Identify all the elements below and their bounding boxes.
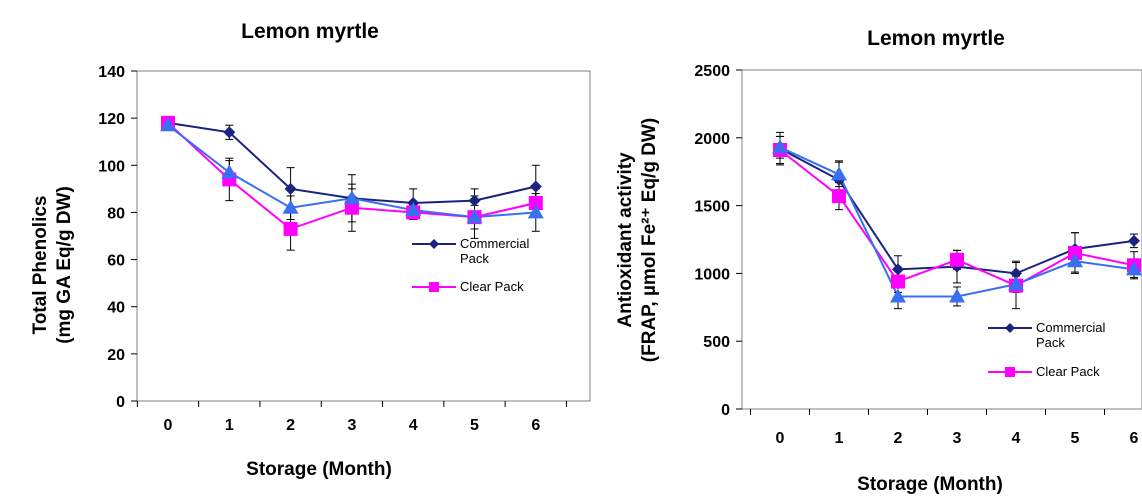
data-point-square <box>832 189 846 204</box>
y-tick-label: 120 <box>98 111 125 128</box>
legend: Commercial Pack Clear Pack <box>412 236 529 294</box>
x-tick-label: 2 <box>894 430 903 447</box>
legend-label-commercial-1: Commercial <box>460 236 529 251</box>
data-point-triangle <box>831 166 847 181</box>
x-tick-label: 4 <box>409 417 418 434</box>
legend: Commercial Pack Clear Pack <box>988 320 1105 379</box>
x-tick-label: 6 <box>531 417 540 434</box>
data-point-square <box>891 274 905 289</box>
y-axis-label-line-1: Antioxidant activity <box>615 152 636 328</box>
x-axis-label: Storage (Month) <box>246 459 392 480</box>
data-point-triangle <box>221 164 238 179</box>
x-tick-label: 0 <box>164 417 173 434</box>
x-tick-label: 5 <box>1071 430 1080 447</box>
legend-marker-diamond <box>429 239 439 249</box>
data-point-diamond <box>223 126 236 139</box>
y-axis-label-line-1: Total Phenolics <box>30 195 51 334</box>
data-point-diamond <box>892 263 904 276</box>
data-point-triangle <box>343 190 360 205</box>
data-point-diamond <box>284 182 297 195</box>
y-tick-label: 40 <box>107 300 125 317</box>
data-point-diamond <box>1128 234 1140 247</box>
y-tick-label: 1500 <box>694 199 730 216</box>
y-tick-label: 60 <box>107 253 125 270</box>
y-tick-label: 0 <box>721 402 730 419</box>
chart-phenolics: Lemon myrtle Total Phenolics (mg GA Eq/g… <box>30 20 591 480</box>
plot-frame <box>741 69 1142 410</box>
legend-label-commercial-2: Pack <box>1036 335 1065 350</box>
data-point-triangle <box>1067 253 1083 268</box>
data-point-diamond <box>1010 267 1022 280</box>
data-point-triangle <box>466 209 483 224</box>
y-tick-label: 0 <box>116 394 125 411</box>
data-point-triangle <box>282 199 299 214</box>
y-tick-label: 2500 <box>694 63 730 80</box>
data-point-triangle <box>772 139 788 154</box>
data-point-triangle <box>890 288 906 303</box>
x-tick-label: 3 <box>953 430 962 447</box>
plot-area: 0 500 1000 1500 2000 2500 0 1 2 3 4 5 6 <box>694 63 1142 447</box>
y-tick-label: 140 <box>98 64 125 81</box>
chart-title: Lemon myrtle <box>867 27 1005 50</box>
y-tick-label: 500 <box>703 334 730 351</box>
y-tick-label: 1000 <box>694 266 730 283</box>
x-tick-label: 4 <box>1012 430 1021 447</box>
chart-antioxidant: Lemon myrtle Antioxidant activity (FRAP,… <box>615 27 1142 495</box>
data-point-diamond <box>468 194 481 207</box>
legend-label-clear: Clear Pack <box>1036 364 1100 379</box>
y-tick-label: 20 <box>107 347 125 364</box>
y-axis-label: Total Phenolics (mg GA Eq/g DW) <box>30 186 75 344</box>
x-axis-label: Storage (Month) <box>857 474 1003 495</box>
data-point-triangle <box>405 202 422 217</box>
legend-marker-square <box>1005 367 1015 377</box>
y-tick-label: 80 <box>107 205 125 222</box>
y-axis-label-line-2: (mg GA Eq/g DW) <box>54 186 75 344</box>
legend-marker-diamond <box>1005 323 1015 333</box>
legend-label-commercial-2: Pack <box>460 251 489 266</box>
plot-area: 0 20 40 60 80 100 120 140 0 1 2 3 4 5 6 <box>98 64 591 434</box>
x-tick-label: 2 <box>286 417 295 434</box>
legend-marker-square <box>429 282 439 292</box>
legend-label-clear: Clear Pack <box>460 279 524 294</box>
y-tick-label: 100 <box>98 158 125 175</box>
chart-title: Lemon myrtle <box>241 20 379 43</box>
data-point-triangle <box>1008 276 1024 291</box>
plot-frame <box>136 70 591 402</box>
legend-label-commercial-1: Commercial <box>1036 320 1105 335</box>
data-point-square <box>283 221 298 236</box>
x-tick-label: 0 <box>776 430 785 447</box>
y-tick-label: 2000 <box>694 131 730 148</box>
data-point-square <box>528 196 543 210</box>
x-tick-label: 6 <box>1130 430 1139 447</box>
y-axis-label: Antioxidant activity (FRAP, µmol Fe²⁺ Eq… <box>615 118 660 362</box>
x-tick-label: 3 <box>347 417 356 434</box>
data-point-triangle <box>160 117 176 132</box>
data-point-diamond <box>529 180 542 193</box>
x-tick-label: 1 <box>835 430 844 447</box>
data-point-square <box>950 252 964 267</box>
data-point-triangle <box>1126 261 1142 276</box>
y-axis-label-line-2: (FRAP, µmol Fe²⁺ Eq/g DW) <box>639 118 660 362</box>
x-tick-label: 5 <box>470 417 479 434</box>
x-tick-label: 1 <box>225 417 234 434</box>
data-point-square <box>1068 246 1082 261</box>
data-point-triangle <box>527 204 544 219</box>
data-point-triangle <box>949 288 965 303</box>
